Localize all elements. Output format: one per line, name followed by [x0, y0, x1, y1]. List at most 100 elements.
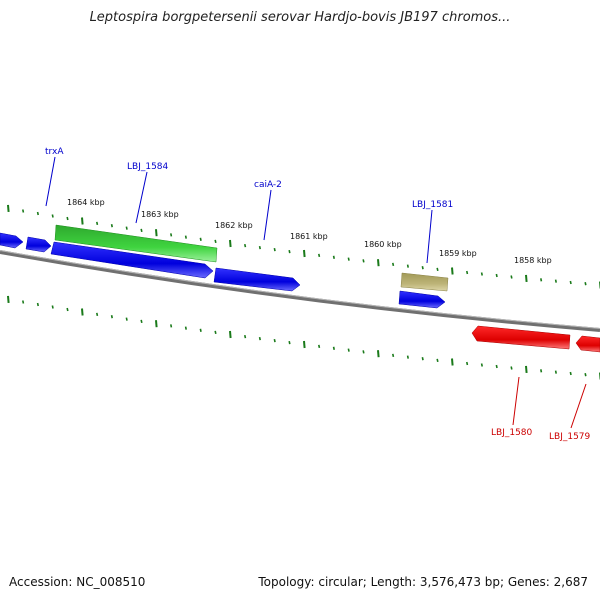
minor-tick	[110, 224, 113, 228]
minor-tick	[140, 319, 143, 324]
minor-tick	[36, 302, 39, 307]
gene-arrow[interactable]	[0, 232, 24, 249]
gene-arrow[interactable]	[471, 325, 571, 350]
label-leader-line	[135, 171, 148, 224]
minor-tick	[258, 336, 261, 341]
minor-tick	[495, 273, 498, 278]
minor-tick	[199, 237, 202, 241]
minor-tick	[480, 272, 483, 276]
minor-tick	[258, 245, 261, 250]
ticks-outer	[7, 204, 600, 289]
minor-tick	[480, 363, 483, 367]
highlighted-genes	[54, 224, 449, 292]
major-tick	[7, 295, 10, 303]
page-title: Leptospira borgpetersenii serovar Hardjo…	[89, 10, 511, 25]
minor-tick	[495, 364, 498, 369]
minor-tick	[332, 255, 335, 259]
label-leader-line	[263, 189, 272, 241]
minor-tick	[288, 249, 291, 254]
major-tick	[81, 308, 84, 316]
forward-strand-genes	[0, 232, 446, 309]
kbp-label: 1862 kbp	[215, 221, 253, 230]
minor-tick	[510, 275, 513, 279]
forward-gene-labels: trxA LBJ_1584 caiA-2 LBJ_1581	[45, 147, 453, 264]
minor-tick	[436, 358, 439, 363]
minor-tick	[347, 257, 350, 261]
reverse-gene-labels: LBJ_1580 LBJ_1579	[491, 376, 591, 442]
kbp-label: 1864 kbp	[67, 198, 105, 207]
minor-tick	[184, 235, 187, 239]
minor-tick	[96, 221, 99, 226]
minor-tick	[569, 280, 572, 285]
minor-tick	[110, 315, 113, 319]
minor-tick	[244, 334, 247, 339]
chromosome-backbone	[0, 250, 600, 332]
minor-tick	[554, 279, 557, 283]
minor-tick	[318, 344, 321, 349]
minor-tick	[51, 214, 54, 218]
gene-lbj-1581-highlight[interactable]	[400, 272, 449, 292]
gene-arrow[interactable]	[575, 335, 600, 353]
minor-tick	[421, 357, 424, 361]
minor-tick	[318, 253, 321, 258]
minor-tick	[554, 370, 557, 374]
kbp-labels: 1864 kbp 1863 kbp 1862 kbp 1861 kbp 1860…	[67, 198, 552, 265]
major-tick	[155, 229, 158, 237]
gene-arrow[interactable]	[25, 236, 52, 253]
minor-tick	[170, 324, 173, 328]
gene-arrow[interactable]	[50, 241, 214, 279]
gene-label-lbj-1579[interactable]: LBJ_1579	[549, 432, 591, 442]
minor-tick	[392, 353, 395, 358]
kbp-label: 1863 kbp	[141, 210, 179, 219]
minor-tick	[273, 338, 276, 343]
gene-label-lbj-1584[interactable]: LBJ_1584	[127, 162, 169, 172]
gene-label-lbj-1580[interactable]: LBJ_1580	[491, 428, 533, 438]
major-tick	[229, 239, 232, 248]
minor-tick	[569, 371, 572, 376]
minor-tick	[406, 264, 409, 268]
ticks-inner	[7, 295, 600, 380]
minor-tick	[362, 350, 365, 354]
chromosome-backbone-highlight	[0, 250, 600, 329]
minor-tick	[466, 361, 469, 366]
minor-tick	[199, 328, 202, 332]
minor-tick	[540, 278, 543, 282]
accession-text: Accession: NC_008510	[9, 575, 146, 589]
major-tick	[303, 249, 306, 258]
minor-tick	[584, 282, 587, 286]
gene-arrow[interactable]	[213, 267, 301, 292]
major-tick	[525, 365, 528, 373]
minor-tick	[51, 305, 54, 309]
kbp-label: 1861 kbp	[290, 232, 328, 241]
minor-tick	[392, 262, 395, 267]
minor-tick	[214, 330, 217, 335]
major-tick	[451, 267, 454, 275]
minor-tick	[170, 233, 173, 237]
minor-tick	[540, 369, 543, 373]
minor-tick	[406, 355, 409, 359]
major-tick	[451, 358, 454, 366]
minor-tick	[421, 266, 424, 270]
minor-tick	[347, 348, 350, 352]
minor-tick	[184, 326, 187, 330]
reverse-strand-genes	[471, 325, 600, 353]
gene-label-caia-2[interactable]: caiA-2	[254, 180, 282, 190]
major-tick	[377, 350, 380, 358]
major-tick	[377, 259, 380, 267]
gene-arrow[interactable]	[398, 290, 446, 309]
major-tick	[155, 320, 158, 328]
minor-tick	[140, 228, 143, 233]
label-leader-line	[45, 156, 56, 207]
gene-label-trxa[interactable]: trxA	[45, 147, 64, 157]
gene-label-lbj-1581[interactable]: LBJ_1581	[412, 200, 453, 210]
minor-tick	[332, 346, 335, 350]
minor-tick	[36, 211, 39, 216]
major-tick	[81, 217, 84, 225]
gene-lbj-1584-highlight[interactable]	[54, 224, 218, 263]
minor-tick	[125, 226, 128, 230]
minor-tick	[96, 312, 99, 317]
minor-tick	[273, 247, 276, 252]
major-tick	[7, 204, 10, 212]
